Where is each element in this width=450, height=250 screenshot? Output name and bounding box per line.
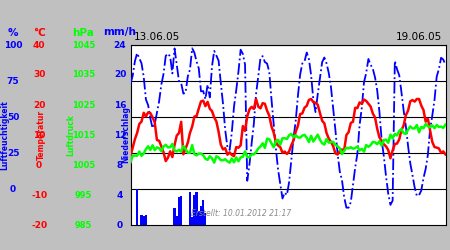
Text: 4: 4 xyxy=(117,190,123,200)
Text: 30: 30 xyxy=(33,70,45,80)
Text: 0: 0 xyxy=(117,220,123,230)
Text: mm/h: mm/h xyxy=(104,28,136,38)
Bar xyxy=(173,208,176,225)
Text: °C: °C xyxy=(33,28,45,38)
Text: 995: 995 xyxy=(75,190,92,200)
Text: Luftfeuchtigkeit: Luftfeuchtigkeit xyxy=(1,100,10,170)
Text: Temperatur: Temperatur xyxy=(37,110,46,160)
Text: hPa: hPa xyxy=(72,28,94,38)
Text: 16: 16 xyxy=(114,100,126,110)
Text: 13.06.05: 13.06.05 xyxy=(134,32,180,42)
Text: 1035: 1035 xyxy=(72,70,95,80)
Text: 1015: 1015 xyxy=(72,130,95,140)
Text: 10: 10 xyxy=(33,130,45,140)
Text: -20: -20 xyxy=(31,220,47,230)
Text: 1045: 1045 xyxy=(72,40,95,50)
Text: 50: 50 xyxy=(7,112,19,122)
Text: %: % xyxy=(8,28,18,38)
Bar xyxy=(189,192,191,225)
Text: Luftdruck: Luftdruck xyxy=(66,114,75,156)
Text: 1025: 1025 xyxy=(72,100,95,110)
Bar xyxy=(191,217,194,225)
Text: 100: 100 xyxy=(4,40,23,50)
Bar xyxy=(204,213,207,225)
Bar xyxy=(194,194,195,225)
Text: 25: 25 xyxy=(7,148,19,158)
Text: 40: 40 xyxy=(33,40,45,50)
Text: Niederschlag: Niederschlag xyxy=(121,106,130,164)
Bar xyxy=(143,216,145,225)
Bar xyxy=(176,216,178,225)
Bar xyxy=(202,200,204,225)
Text: Erstellt: 10.01.2012 21:17: Erstellt: 10.01.2012 21:17 xyxy=(191,209,291,218)
Text: 24: 24 xyxy=(114,40,126,50)
Text: 1005: 1005 xyxy=(72,160,95,170)
Text: 20: 20 xyxy=(114,70,126,80)
Text: 0: 0 xyxy=(10,184,16,194)
Text: 75: 75 xyxy=(7,76,19,86)
Text: 20: 20 xyxy=(33,100,45,110)
Bar xyxy=(195,192,198,225)
Bar xyxy=(198,211,200,225)
Text: -10: -10 xyxy=(31,190,47,200)
Bar xyxy=(178,198,180,225)
Text: 0: 0 xyxy=(36,160,42,170)
Bar xyxy=(180,196,182,225)
Bar xyxy=(140,215,143,225)
Bar xyxy=(136,189,138,225)
Bar xyxy=(200,206,202,225)
Text: 8: 8 xyxy=(117,160,123,170)
Text: 12: 12 xyxy=(114,130,126,140)
Bar xyxy=(145,215,147,225)
Text: 19.06.05: 19.06.05 xyxy=(396,32,442,42)
Text: 985: 985 xyxy=(75,220,92,230)
